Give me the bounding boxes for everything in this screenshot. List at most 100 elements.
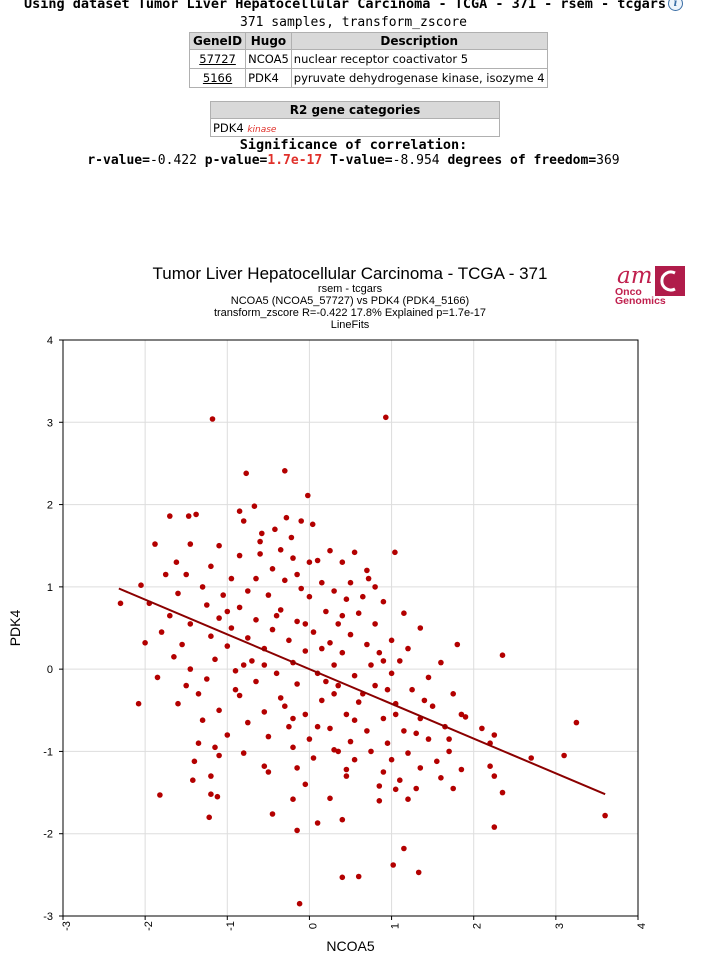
data-point — [380, 769, 387, 775]
data-point — [327, 547, 333, 554]
data-point — [135, 700, 142, 707]
data-point — [327, 795, 333, 802]
chart-subtitle-1: rsem - tcgars — [317, 283, 383, 295]
data-point — [265, 733, 272, 740]
data-point — [372, 621, 378, 627]
data-point — [306, 559, 313, 565]
data-point — [212, 656, 218, 663]
data-point — [602, 812, 608, 819]
data-point — [191, 758, 198, 765]
data-point — [273, 612, 280, 619]
data-point — [171, 654, 177, 660]
data-point — [327, 640, 333, 646]
data-point — [355, 610, 362, 616]
t-value: -8.954 — [392, 153, 440, 168]
gene-description: pyruvate dehydrogenase kinase, isozyme 4 — [290, 68, 548, 88]
data-point — [384, 686, 391, 693]
data-point — [305, 492, 311, 499]
data-point — [446, 748, 452, 755]
data-point — [339, 816, 346, 823]
data-point — [302, 621, 309, 627]
data-point — [294, 681, 300, 687]
data-point — [491, 773, 498, 779]
data-point — [162, 571, 169, 578]
data-point — [347, 631, 354, 638]
data-point — [499, 652, 506, 658]
gene-id-link[interactable]: 5166 — [188, 68, 247, 88]
data-point — [388, 756, 395, 763]
data-point — [413, 730, 420, 737]
data-point — [368, 748, 374, 755]
y-tick-label: -1 — [43, 746, 53, 758]
data-point — [376, 798, 383, 804]
x-axis-label: NCOA5 — [326, 938, 374, 954]
data-point — [347, 579, 354, 586]
data-point — [323, 608, 329, 615]
x-tick-label: 0 — [307, 923, 319, 929]
data-point — [277, 547, 284, 553]
data-point — [454, 641, 461, 648]
data-point — [384, 740, 391, 746]
data-point — [259, 530, 265, 537]
data-point — [240, 662, 247, 668]
data-point — [401, 610, 407, 616]
data-point — [208, 773, 214, 779]
data-point — [309, 521, 316, 528]
x-tick-label: -3 — [61, 921, 73, 931]
data-point — [296, 900, 303, 907]
dataset-title-text: Using dataset Tumor Liver Hepatocellular… — [23, 0, 667, 12]
data-point — [392, 786, 399, 793]
logo-genomics: Genomics — [615, 295, 666, 307]
data-point — [286, 637, 292, 644]
data-point — [204, 676, 210, 682]
data-point — [528, 755, 534, 761]
x-tick-label: 1 — [389, 923, 401, 929]
data-points — [117, 414, 608, 907]
data-point — [306, 593, 313, 600]
data-point — [290, 715, 296, 722]
data-point — [208, 633, 214, 639]
data-point — [265, 592, 272, 598]
data-point — [310, 629, 317, 635]
data-point — [216, 752, 222, 759]
data-point — [401, 845, 407, 852]
amc-oncogenomics-logo[interactable]: am Onco Genomics — [613, 263, 689, 308]
data-point — [487, 763, 493, 769]
data-point — [290, 796, 296, 802]
data-point — [240, 518, 247, 524]
data-point — [491, 824, 498, 830]
y-tick-label: 0 — [47, 664, 53, 676]
data-point — [212, 744, 218, 751]
data-point — [434, 758, 440, 765]
df-value: 369 — [596, 153, 620, 168]
data-point — [327, 725, 333, 732]
data-point — [183, 571, 189, 578]
plot-grid — [63, 340, 638, 916]
data-point — [380, 598, 387, 605]
data-point — [415, 869, 422, 876]
y-tick-label: 1 — [47, 582, 53, 594]
x-tick-label: -2 — [143, 921, 155, 931]
data-point — [438, 659, 444, 666]
data-point — [195, 740, 202, 746]
logo-mark — [655, 266, 685, 296]
category-tag[interactable]: kinase — [247, 124, 277, 135]
data-point — [209, 416, 216, 422]
data-point — [236, 692, 243, 699]
data-point — [199, 584, 206, 590]
data-point — [283, 514, 290, 521]
data-point — [462, 714, 469, 720]
data-point — [261, 763, 268, 769]
data-point — [343, 766, 350, 773]
data-point — [421, 697, 428, 704]
data-point — [479, 725, 485, 732]
categories-header: R2 gene categories — [210, 101, 500, 119]
data-point — [216, 707, 222, 714]
data-point — [351, 717, 358, 723]
info-icon[interactable]: i — [668, 0, 684, 11]
data-point — [390, 862, 397, 868]
data-point — [425, 736, 432, 742]
data-point — [236, 552, 243, 559]
col-geneid: GeneID — [188, 32, 247, 50]
data-point — [220, 592, 226, 598]
